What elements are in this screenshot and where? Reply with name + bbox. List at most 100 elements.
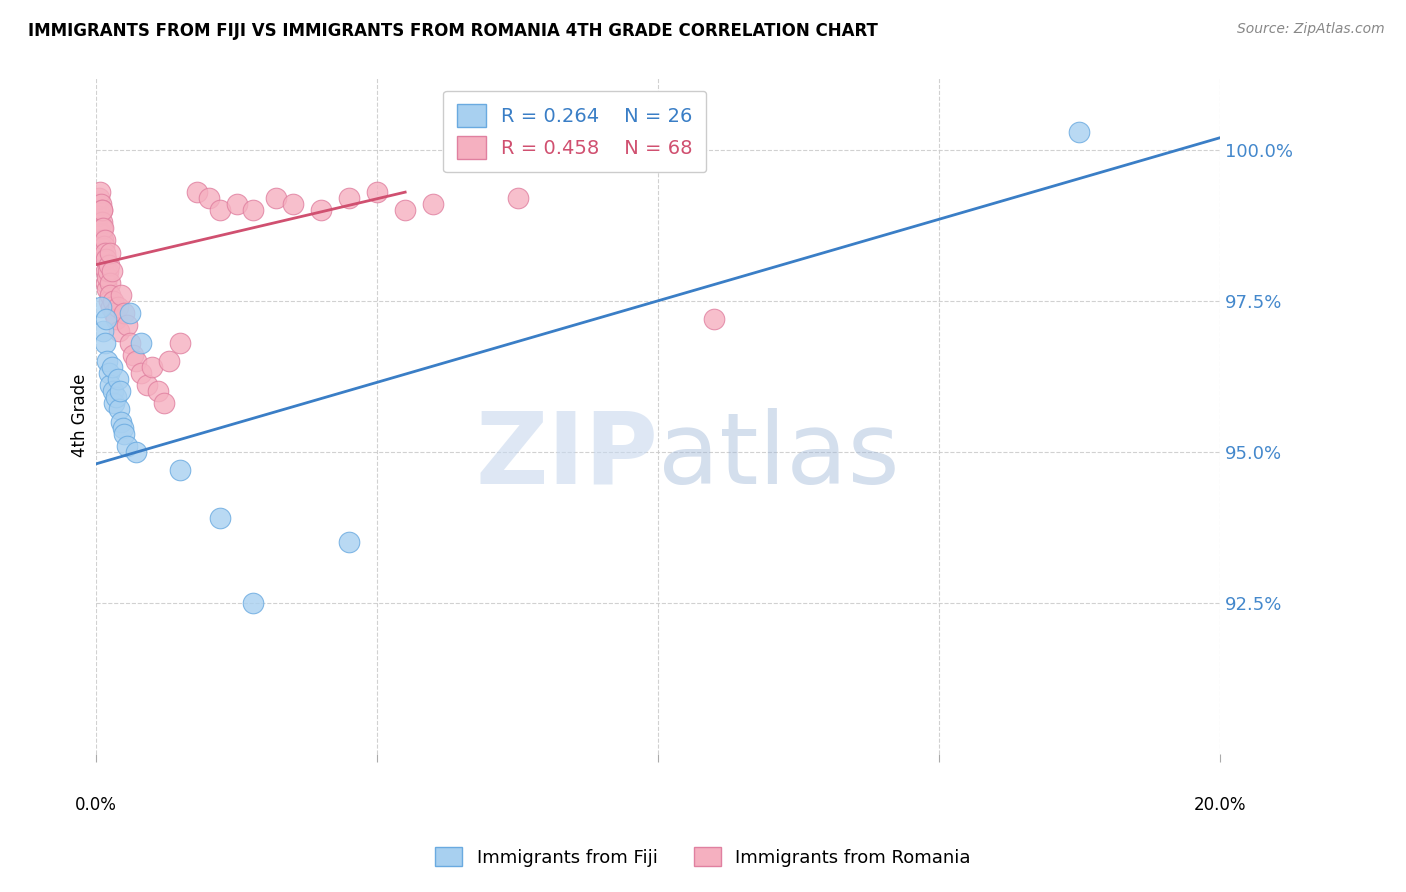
Point (129, 336, 152, 351)
Point (87, 209, 110, 223)
Point (90, 215, 112, 229)
Point (101, 384, 124, 399)
Point (169, 336, 191, 351)
Point (91, 234, 114, 248)
Text: 0.0%: 0.0% (76, 796, 117, 814)
Point (264, 191, 287, 205)
Point (96, 269, 118, 284)
Text: ZIP: ZIP (475, 408, 658, 505)
Y-axis label: 4th Grade: 4th Grade (72, 374, 89, 458)
Point (107, 402, 129, 417)
Point (107, 372, 129, 386)
Point (96, 354, 118, 368)
Point (107, 324, 129, 338)
Point (101, 360, 124, 375)
Point (97, 263, 120, 277)
Point (107, 300, 129, 314)
Point (115, 439, 138, 453)
Point (703, 312, 725, 326)
Point (98, 276, 121, 290)
Point (98, 245, 121, 260)
Point (129, 366, 152, 380)
Point (242, 203, 264, 218)
Point (281, 197, 304, 211)
Point (242, 596, 264, 610)
Point (87, 203, 110, 218)
Point (152, 396, 174, 410)
Point (89, 215, 111, 229)
Point (225, 197, 247, 211)
Point (104, 391, 127, 405)
Point (337, 535, 360, 549)
Text: IMMIGRANTS FROM FIJI VS IMMIGRANTS FROM ROMANIA 4TH GRADE CORRELATION CHART: IMMIGRANTS FROM FIJI VS IMMIGRANTS FROM … (28, 22, 877, 40)
Point (115, 318, 138, 332)
Point (93, 234, 115, 248)
Point (1069, 125, 1091, 139)
Point (112, 420, 135, 434)
Point (309, 203, 332, 218)
Point (135, 378, 157, 392)
Point (89, 185, 111, 199)
Point (169, 463, 191, 477)
Text: Source: ZipAtlas.com: Source: ZipAtlas.com (1237, 22, 1385, 37)
Point (90, 203, 112, 218)
Point (98, 287, 121, 301)
Point (141, 360, 163, 375)
Text: 20.0%: 20.0% (1194, 796, 1246, 814)
Point (104, 312, 127, 326)
Point (110, 287, 132, 301)
Point (93, 221, 115, 235)
Point (96, 252, 118, 266)
Point (422, 197, 444, 211)
Point (87, 221, 110, 235)
Point (94, 263, 117, 277)
Point (90, 239, 112, 253)
Point (93, 336, 115, 351)
Point (91, 221, 114, 235)
Point (87, 191, 110, 205)
Point (124, 444, 146, 458)
Point (103, 396, 125, 410)
Point (208, 511, 231, 525)
Point (89, 203, 111, 218)
Text: atlas: atlas (658, 408, 900, 505)
Point (366, 185, 388, 199)
Point (93, 239, 115, 253)
Point (108, 384, 131, 399)
Point (93, 252, 115, 266)
Point (124, 354, 146, 368)
Point (96, 282, 118, 296)
Legend: R = 0.264    N = 26, R = 0.458    N = 68: R = 0.264 N = 26, R = 0.458 N = 68 (443, 91, 706, 172)
Point (394, 203, 416, 218)
Point (110, 415, 132, 429)
Point (506, 191, 529, 205)
Point (112, 426, 135, 441)
Point (96, 276, 118, 290)
Point (208, 203, 231, 218)
Point (103, 306, 125, 320)
Point (121, 348, 143, 362)
Point (90, 197, 112, 211)
Point (337, 191, 360, 205)
Point (91, 324, 114, 338)
Point (118, 336, 141, 351)
Point (101, 293, 124, 308)
Point (93, 245, 115, 260)
Point (96, 312, 118, 326)
Point (100, 300, 122, 314)
Point (90, 300, 112, 314)
Point (186, 185, 208, 199)
Point (98, 258, 121, 272)
Point (90, 227, 112, 242)
Point (118, 306, 141, 320)
Point (101, 263, 124, 277)
Point (91, 203, 114, 218)
Point (112, 306, 135, 320)
Point (197, 191, 219, 205)
Point (97, 293, 120, 308)
Point (87, 234, 110, 248)
Point (146, 384, 169, 399)
Point (94, 245, 117, 260)
Legend: Immigrants from Fiji, Immigrants from Romania: Immigrants from Fiji, Immigrants from Ro… (427, 840, 979, 874)
Point (157, 354, 180, 368)
